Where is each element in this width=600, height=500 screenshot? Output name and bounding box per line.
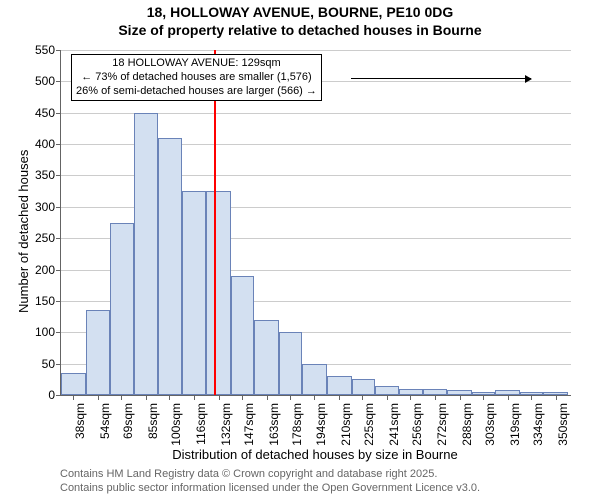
annotation-line1: 18 HOLLOWAY AVENUE: 129sqm — [112, 57, 280, 69]
xtick-label: 132sqm — [219, 403, 233, 446]
ytick-mark — [56, 81, 61, 82]
xtick-label: 350sqm — [556, 403, 570, 446]
histogram-bar — [375, 386, 400, 395]
ytick-label: 200 — [35, 263, 55, 277]
ytick-label: 300 — [35, 200, 55, 214]
arrow-right-icon — [351, 78, 531, 79]
xtick-label: 116sqm — [194, 403, 208, 445]
footnote: Contains HM Land Registry data © Crown c… — [60, 467, 480, 496]
annotation-line2: ← 73% of detached houses are smaller (1,… — [81, 71, 312, 83]
ytick-label: 550 — [35, 43, 55, 57]
xtick-mark — [194, 395, 195, 400]
gridline-h — [61, 50, 571, 51]
ytick-label: 450 — [35, 106, 55, 120]
annotation-line3: 26% of semi-detached houses are larger (… — [76, 85, 317, 97]
xtick-label: 319sqm — [508, 403, 522, 446]
histogram-bar — [134, 113, 159, 395]
histogram-bar — [231, 276, 254, 395]
histogram-bar — [279, 332, 302, 395]
histogram-bar — [302, 364, 327, 395]
ytick-label: 50 — [42, 357, 55, 371]
histogram-bar — [206, 191, 231, 395]
xtick-label: 272sqm — [435, 403, 449, 446]
xtick-label: 38sqm — [73, 403, 87, 439]
ytick-label: 0 — [48, 388, 55, 402]
ytick-mark — [56, 332, 61, 333]
xtick-label: 163sqm — [267, 403, 281, 446]
xtick-label: 194sqm — [314, 403, 328, 446]
ytick-mark — [56, 270, 61, 271]
xtick-mark — [556, 395, 557, 400]
ytick-label: 400 — [35, 137, 55, 151]
xtick-label: 210sqm — [339, 403, 353, 446]
chart-title-line1: 18, HOLLOWAY AVENUE, BOURNE, PE10 0DG — [0, 4, 600, 20]
histogram-bar — [61, 373, 86, 395]
ytick-label: 350 — [35, 168, 55, 182]
ytick-mark — [56, 144, 61, 145]
x-axis-title: Distribution of detached houses by size … — [60, 447, 570, 462]
footnote-line1: Contains HM Land Registry data © Crown c… — [60, 468, 437, 480]
xtick-label: 225sqm — [362, 403, 376, 446]
xtick-mark — [219, 395, 220, 400]
chart-container: 18, HOLLOWAY AVENUE, BOURNE, PE10 0DG Si… — [0, 0, 600, 500]
ytick-label: 500 — [35, 74, 55, 88]
ytick-mark — [56, 364, 61, 365]
ytick-mark — [56, 50, 61, 51]
xtick-mark — [362, 395, 363, 400]
xtick-mark — [339, 395, 340, 400]
histogram-bar — [158, 138, 181, 395]
xtick-mark — [531, 395, 532, 400]
ytick-mark — [56, 207, 61, 208]
xtick-label: 147sqm — [242, 403, 256, 446]
xtick-mark — [314, 395, 315, 400]
xtick-mark — [98, 395, 99, 400]
xtick-label: 54sqm — [98, 403, 112, 439]
xtick-mark — [267, 395, 268, 400]
plot-area: 05010015020025030035040045050055038sqm54… — [60, 50, 571, 396]
xtick-label: 241sqm — [387, 403, 401, 446]
xtick-mark — [483, 395, 484, 400]
reference-line — [214, 50, 216, 395]
xtick-label: 85sqm — [146, 403, 160, 439]
xtick-label: 178sqm — [290, 403, 304, 446]
xtick-label: 303sqm — [483, 403, 497, 446]
xtick-label: 100sqm — [169, 403, 183, 446]
histogram-bar — [86, 310, 111, 395]
ytick-label: 250 — [35, 231, 55, 245]
ytick-mark — [56, 395, 61, 396]
xtick-mark — [146, 395, 147, 400]
xtick-mark — [460, 395, 461, 400]
chart-title-line2: Size of property relative to detached ho… — [0, 22, 600, 38]
xtick-mark — [410, 395, 411, 400]
xtick-mark — [387, 395, 388, 400]
xtick-mark — [121, 395, 122, 400]
xtick-mark — [73, 395, 74, 400]
xtick-label: 334sqm — [531, 403, 545, 446]
ytick-label: 150 — [35, 294, 55, 308]
annotation-box: 18 HOLLOWAY AVENUE: 129sqm ← 73% of detac… — [71, 54, 322, 101]
xtick-label: 288sqm — [460, 403, 474, 446]
histogram-bar — [254, 320, 279, 395]
xtick-mark — [508, 395, 509, 400]
ytick-label: 100 — [35, 325, 55, 339]
xtick-mark — [435, 395, 436, 400]
histogram-bar — [327, 376, 352, 395]
histogram-bar — [182, 191, 207, 395]
xtick-label: 69sqm — [121, 403, 135, 439]
y-axis-title: Number of detached houses — [16, 149, 31, 312]
xtick-label: 256sqm — [410, 403, 424, 446]
histogram-bar — [110, 223, 133, 396]
ytick-mark — [56, 238, 61, 239]
xtick-mark — [290, 395, 291, 400]
xtick-mark — [242, 395, 243, 400]
histogram-bar — [352, 379, 375, 395]
footnote-line2: Contains public sector information licen… — [60, 482, 480, 494]
ytick-mark — [56, 113, 61, 114]
xtick-mark — [169, 395, 170, 400]
ytick-mark — [56, 175, 61, 176]
ytick-mark — [56, 301, 61, 302]
